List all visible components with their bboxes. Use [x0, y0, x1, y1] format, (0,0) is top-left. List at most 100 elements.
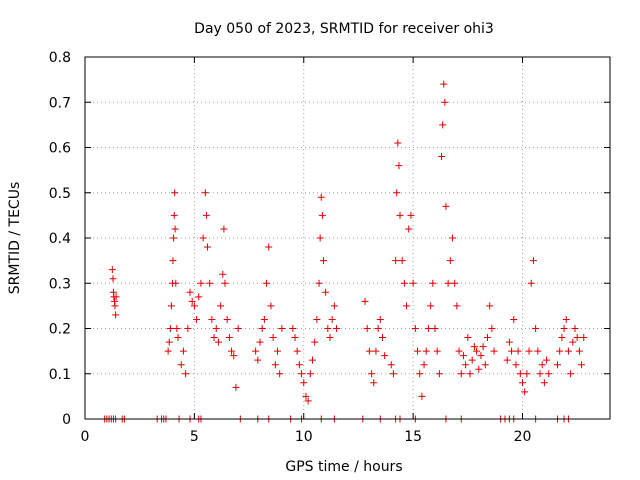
data-point	[171, 189, 179, 197]
data-point	[571, 325, 579, 332]
axis-ticks: 0 5 10 15 20 0 0.1 0.2 0.3 0.4 0.5 0.6 0.7 0.8	[49, 50, 610, 445]
y-tick-label: 0.2	[49, 322, 71, 338]
y-tick-label: 0.6	[49, 141, 71, 157]
data-point	[206, 279, 214, 287]
data-point	[309, 356, 316, 364]
y-tick-label: 0.4	[49, 231, 71, 247]
x-tick-label: 20	[514, 429, 532, 445]
data-point	[258, 325, 266, 332]
x-tick-label: 10	[295, 429, 313, 445]
data-point	[363, 325, 371, 332]
data-point	[302, 392, 310, 400]
data-point	[202, 211, 210, 219]
data-point	[304, 397, 312, 405]
data-point	[174, 334, 182, 342]
data-point	[389, 370, 397, 378]
data-point	[234, 325, 242, 332]
data-point	[171, 225, 179, 233]
data-point	[395, 162, 403, 170]
data-point	[560, 325, 568, 332]
data-point	[324, 325, 332, 332]
data-point	[554, 361, 561, 369]
data-point	[416, 370, 424, 378]
data-point	[569, 338, 577, 346]
data-point	[109, 275, 117, 283]
data-point	[193, 315, 201, 323]
data-point	[230, 352, 238, 360]
data-point	[313, 315, 321, 323]
data-point	[186, 288, 194, 296]
data-point	[459, 352, 467, 360]
x-tick-label: 5	[190, 429, 199, 445]
x-tick-label: 15	[404, 429, 422, 445]
data-point	[195, 293, 203, 301]
data-point	[166, 325, 174, 332]
data-point	[311, 338, 319, 346]
data-point	[372, 347, 380, 355]
data-point	[564, 347, 572, 355]
data-point	[164, 347, 172, 355]
data-point	[368, 370, 376, 378]
data-point	[316, 234, 324, 242]
data-point	[444, 279, 452, 287]
data-point	[293, 347, 301, 355]
data-point	[580, 334, 588, 342]
data-point	[470, 343, 478, 351]
x-tick-label: 0	[81, 429, 90, 445]
data-point	[232, 383, 240, 391]
data-point	[403, 302, 411, 310]
data-point	[575, 347, 583, 355]
data-point	[108, 266, 116, 274]
data-point	[455, 347, 463, 355]
y-axis-label: SRMTID / TECUs	[7, 182, 23, 295]
data-point	[317, 193, 325, 201]
data-point	[111, 302, 119, 310]
data-point	[172, 279, 180, 287]
data-point	[400, 279, 408, 287]
data-point	[462, 361, 470, 369]
y-tick-label: 0.8	[49, 50, 71, 66]
data-point	[210, 334, 218, 342]
data-point	[532, 325, 540, 332]
data-point	[451, 279, 459, 287]
data-point	[221, 279, 229, 287]
data-point	[361, 297, 369, 305]
data-point	[291, 334, 299, 342]
data-point	[508, 347, 516, 355]
data-point	[214, 338, 222, 346]
data-point	[201, 189, 209, 197]
data-point	[512, 361, 520, 369]
data-point	[188, 297, 196, 305]
data-point	[503, 356, 511, 364]
data-point	[379, 334, 386, 342]
data-point	[578, 361, 586, 369]
data-point	[490, 347, 498, 355]
data-point	[265, 243, 273, 251]
data-point	[256, 338, 264, 346]
y-tick-label: 0.1	[49, 367, 71, 383]
data-point	[545, 370, 553, 378]
data-point	[431, 325, 439, 332]
data-point	[449, 234, 456, 242]
data-point	[414, 347, 421, 355]
data-point	[567, 370, 575, 378]
data-point	[540, 379, 548, 387]
data-point	[477, 352, 485, 360]
data-point	[558, 334, 566, 342]
data-point	[473, 347, 481, 355]
data-point	[394, 139, 402, 147]
data-point	[169, 257, 177, 265]
data-point	[466, 370, 474, 378]
data-point	[197, 279, 205, 287]
data-point	[276, 370, 284, 378]
data-point	[505, 338, 513, 346]
data-point	[442, 202, 450, 210]
data-point	[212, 325, 220, 332]
data-point	[322, 288, 330, 296]
data-point	[387, 361, 395, 369]
data-point	[556, 347, 564, 355]
data-point	[481, 361, 489, 369]
data-point	[170, 234, 178, 242]
data-point	[179, 347, 187, 355]
